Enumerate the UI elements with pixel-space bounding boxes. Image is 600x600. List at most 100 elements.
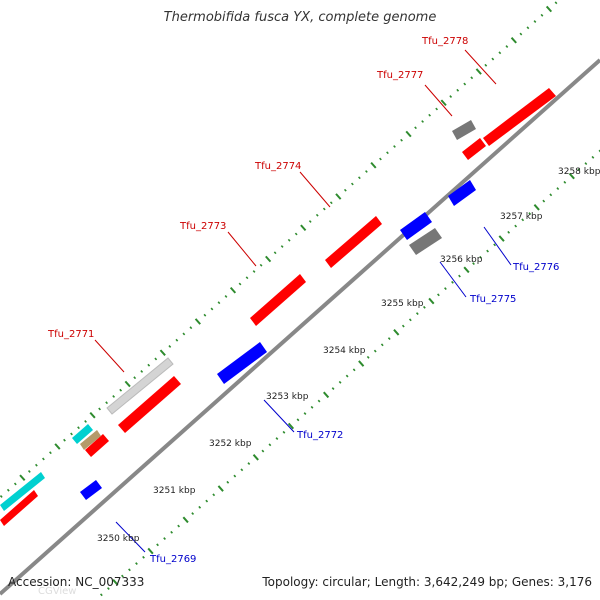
tick-mark <box>463 266 470 274</box>
tick-mark <box>177 524 181 528</box>
kbp-3258: 3258 kbp <box>558 167 600 177</box>
tick-mark <box>386 151 389 155</box>
tick-mark <box>147 547 154 555</box>
tick-mark <box>458 274 461 278</box>
tick-mark <box>393 329 400 336</box>
tick-mark <box>212 493 216 497</box>
label-tfu2774: Tfu_2774 <box>254 161 301 172</box>
tick-mark <box>89 411 96 419</box>
kbp-3250: 3250 kbp <box>97 534 140 544</box>
tick-mark <box>182 332 186 336</box>
tick-mark <box>456 88 460 92</box>
tick-mark <box>229 286 237 294</box>
gene-fwd-tfu2778 <box>483 88 556 146</box>
tick-mark <box>98 407 101 411</box>
tick-mark <box>428 297 435 305</box>
tick-mark <box>322 207 326 211</box>
tick-mark <box>449 95 453 98</box>
tick-mark <box>156 543 159 547</box>
tick-mark <box>308 220 312 223</box>
feature-tan <box>80 430 101 450</box>
forward-gene-labels: Tfu_2771 Tfu_2773 Tfu_2774 Tfu_2777 Tfu_… <box>47 36 468 340</box>
tick-mark <box>280 245 284 248</box>
cgview-watermark: CGView <box>38 586 76 597</box>
reverse-callouts <box>115 226 512 553</box>
tick-mark <box>194 318 201 325</box>
tick-mark <box>428 113 432 117</box>
tick-mark <box>591 155 595 159</box>
tick-mark <box>393 145 396 148</box>
gene-rev-1 <box>400 212 432 240</box>
tick-mark <box>147 363 151 367</box>
kbp-3253: 3253 kbp <box>266 392 309 402</box>
tick-mark <box>252 270 256 273</box>
tick-mark <box>554 1 558 5</box>
tick-mark <box>238 282 242 286</box>
tick-mark <box>34 463 38 467</box>
tick-mark <box>421 120 424 123</box>
tick-mark <box>514 224 518 228</box>
tick-mark <box>475 68 482 75</box>
tick-mark <box>335 193 342 200</box>
tick-mark <box>405 130 412 138</box>
tick-mark <box>294 232 298 236</box>
genome-backbone <box>0 58 600 596</box>
gene-fwd-1 <box>0 490 38 526</box>
tick-mark <box>133 376 137 380</box>
tick-mark <box>519 32 523 36</box>
tick-mark <box>310 405 314 409</box>
label-tfu2771: Tfu_2771 <box>47 329 94 340</box>
tick-mark <box>556 187 560 191</box>
tick-mark <box>140 370 144 373</box>
feature-lightgray <box>106 357 174 415</box>
forward-callouts <box>94 49 497 373</box>
tick-mark <box>370 161 377 169</box>
tick-mark <box>217 301 221 305</box>
tick-mark <box>159 349 166 357</box>
tick-mark <box>317 399 321 403</box>
tick-mark <box>350 182 354 186</box>
label-tfu2772: Tfu_2772 <box>296 430 343 441</box>
tick-mark <box>121 574 124 578</box>
tick-mark <box>105 401 109 405</box>
tick-mark <box>282 430 286 434</box>
tick-mark <box>168 345 172 348</box>
gene-fwd-tfu2774 <box>325 216 382 268</box>
tick-mark <box>259 263 263 267</box>
tick-mark <box>265 255 272 263</box>
tick-mark <box>345 374 349 378</box>
tick-mark <box>498 51 502 55</box>
tick-mark <box>400 138 403 142</box>
tick-mark <box>401 324 405 328</box>
label-tfu2778: Tfu_2778 <box>421 36 468 47</box>
tick-mark <box>99 593 103 597</box>
tick-mark <box>63 438 66 442</box>
label-tfu2776: Tfu_2776 <box>512 262 559 273</box>
kbp-3251: 3251 kbp <box>153 486 196 496</box>
tick-mark <box>107 587 110 590</box>
tick-mark <box>268 443 272 447</box>
tick-mark <box>486 249 489 253</box>
tick-mark <box>463 82 467 86</box>
tick-mark <box>275 437 279 440</box>
kbp-3254: 3254 kbp <box>323 346 366 356</box>
tick-mark <box>300 224 307 232</box>
feature-gray-2775 <box>409 228 442 255</box>
gene-fwd-tfu2771 <box>118 376 181 433</box>
tick-mark <box>70 432 73 436</box>
tick-mark <box>542 199 546 203</box>
tick-mark <box>0 495 3 498</box>
tick-mark <box>287 422 295 430</box>
tick-mark <box>163 537 166 540</box>
tick-mark <box>563 180 567 184</box>
tick-mark <box>498 235 505 242</box>
tick-mark <box>273 251 277 255</box>
kbp-3257: 3257 kbp <box>500 212 543 222</box>
tick-mark <box>191 512 195 515</box>
gene-fwd-tfu2777 <box>462 138 486 160</box>
gene-rev-tfu2772 <box>217 342 267 384</box>
tick-mark <box>84 420 87 423</box>
